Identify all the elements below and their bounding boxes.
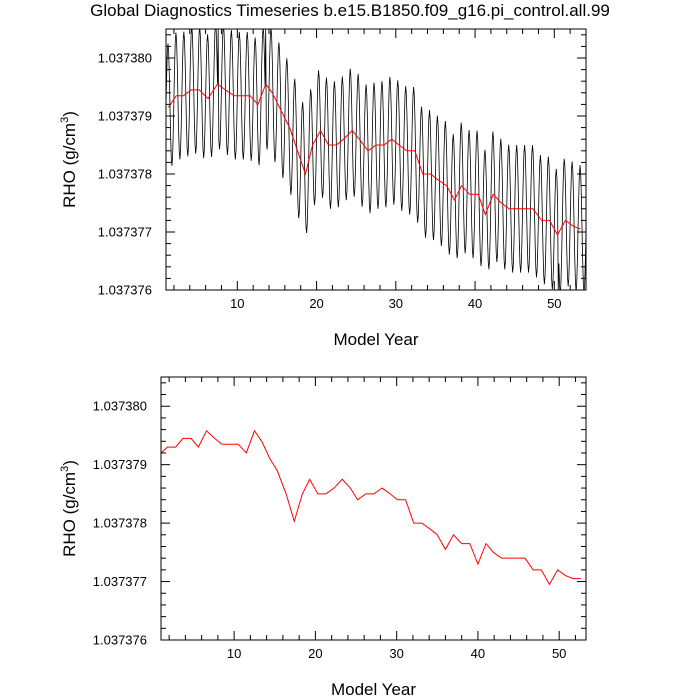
y-axis-label: RHO (g/cm3) (59, 460, 79, 557)
x-axis-label: Model Year (333, 330, 418, 349)
x-axis-label: Model Year (331, 680, 416, 699)
y-tick-label: 1.037377 (93, 574, 147, 589)
x-tick-label: 30 (389, 646, 403, 661)
x-tick-label: 10 (227, 646, 241, 661)
annual-mean-line (161, 429, 582, 586)
x-tick-label: 10 (230, 296, 244, 311)
monthly-series-line (166, 29, 586, 290)
y-tick-label: 1.037376 (98, 283, 152, 298)
y-axis-label: RHO (g/cm3) (59, 111, 79, 208)
y-tick-label: 1.037380 (98, 51, 152, 66)
y-tick-label: 1.037376 (93, 633, 147, 648)
x-tick-label: 20 (309, 296, 323, 311)
y-tick-label: 1.037378 (98, 167, 152, 182)
y-tick-label: 1.037379 (93, 457, 147, 472)
figure-title: Global Diagnostics Timeseries b.e15.B185… (90, 1, 610, 20)
annual-mean-line (167, 83, 581, 236)
x-tick-label: 20 (308, 646, 322, 661)
x-tick-label: 50 (552, 646, 566, 661)
y-tick-label: 1.037379 (98, 109, 152, 124)
plot-frame (160, 376, 587, 641)
y-tick-label: 1.037377 (98, 225, 152, 240)
x-tick-label: 30 (389, 296, 403, 311)
top-panel: 10 20 30 40 50 1.037376 1.037377 1.037378 1.0373… (59, 28, 587, 349)
x-tick-label: 40 (471, 646, 485, 661)
y-tick-label: 1.037380 (93, 399, 147, 414)
bottom-panel: 10 20 30 40 50 1.037376 1.037377 1.037378 1.0373… (59, 376, 587, 699)
plot-frame (165, 28, 587, 291)
y-tick-label: 1.037378 (93, 516, 147, 531)
x-tick-label: 40 (468, 296, 482, 311)
x-tick-label: 50 (547, 296, 561, 311)
